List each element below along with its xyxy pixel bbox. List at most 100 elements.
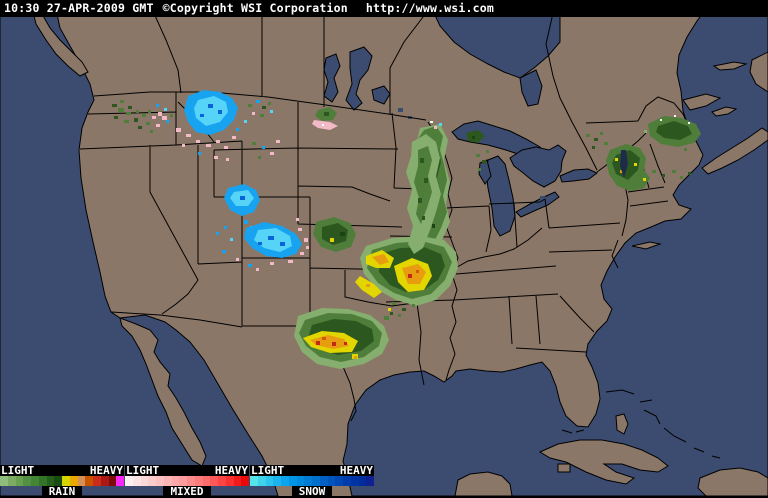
legend-color-segment (171, 476, 180, 486)
pacific-ocean (0, 0, 279, 496)
legend-light-label: LIGHT (1, 464, 35, 477)
newfoundland (749, 51, 768, 93)
lake-ontario (559, 168, 598, 183)
legend-heavy-label: HEAVY (339, 464, 373, 477)
legend-color-segment (312, 476, 320, 486)
legend-color-segment (250, 476, 258, 486)
legend-color-segment (187, 476, 195, 486)
legend-color-segment (304, 476, 312, 486)
bahamas-chains (605, 389, 721, 459)
legend-color-segment (343, 476, 351, 486)
legend-color-segment (31, 476, 39, 486)
lake-erie (515, 191, 560, 218)
legend-color-segment (225, 476, 234, 486)
lake-michigan (485, 155, 516, 237)
legend-color-segment (77, 476, 86, 486)
legend-name-row: MIXED (125, 486, 249, 497)
legend-light-label: LIGHT (251, 464, 285, 477)
legend-group-snow: LIGHT HEAVY SNOW (250, 465, 374, 497)
legend-color-segment (100, 476, 109, 486)
legend-color-segment (125, 476, 133, 486)
radar-pacific-northwest: Pacific Northwest (Washington/Idaho) — l… (112, 100, 173, 133)
lake-champlain (620, 150, 628, 178)
legend-color-segment (163, 476, 172, 486)
legend-color-segment (366, 476, 374, 486)
intensity-legend: LIGHT HEAVY RAIN LIGHT HEAVY MIXED LIGHT HEAVY S… (0, 465, 375, 497)
legend-color-segment (335, 476, 343, 486)
maritime-land (631, 51, 768, 250)
legend-color-segment (350, 476, 359, 486)
legend-color-segment (69, 476, 78, 486)
cuba (538, 439, 669, 485)
legend-color-segment (281, 476, 289, 486)
legend-color-segment (358, 476, 367, 486)
caribbean-land (454, 389, 768, 496)
lake-st-clair (540, 196, 545, 200)
legend-color-segment (327, 476, 336, 486)
legend-color-segment (156, 476, 164, 486)
radar-montana-snow: Western Montana Rockies — snow with mixe… (176, 90, 280, 161)
nova-scotia (701, 127, 768, 175)
legend-color-segment (319, 476, 328, 486)
legend-color-segment (194, 476, 203, 486)
header-bar: 10:30 27-APR-2009 GMT ©Copyright WSI Corp… (0, 0, 768, 17)
legend-color-segment (288, 476, 297, 486)
radar-wisconsin-band: Wisconsin / Upper Michigan — light rain … (406, 121, 489, 254)
radar-maine-rain: Maine / New Brunswick — light rain (644, 115, 701, 179)
legend-color-segment (265, 476, 274, 486)
legend-color-segment (148, 476, 156, 486)
legend-range-labels: LIGHT HEAVY (250, 465, 374, 476)
lake-huron (509, 144, 567, 188)
legend-colorbar-mixed (125, 476, 249, 486)
yucatan (454, 471, 513, 496)
legend-colorbar-rain (0, 476, 124, 486)
legend-color-segment (62, 476, 70, 486)
header-datetime: 10:30 27-APR-2009 GMT (4, 1, 154, 15)
legend-color-segment (218, 476, 226, 486)
header-copyright: ©Copyright WSI Corporation (162, 1, 348, 15)
baja-california (119, 317, 207, 467)
legend-color-segment (23, 476, 31, 486)
legend-color-segment (140, 476, 149, 486)
legend-name-row: RAIN (0, 486, 124, 497)
legend-group-rain: LIGHT HEAVY RAIN (0, 465, 124, 497)
long-island (631, 241, 662, 250)
legend-name-row: SNOW (250, 486, 374, 497)
legend-color-segment (46, 476, 55, 486)
legend-color-segment (15, 476, 24, 486)
legend-colorbar-snow (250, 476, 374, 486)
legend-color-segment (0, 476, 8, 486)
legend-color-segment (93, 476, 101, 486)
legend-name-snow: SNOW (291, 486, 333, 497)
isle-of-youth (557, 463, 571, 473)
legend-range-labels: LIGHT HEAVY (125, 465, 249, 476)
legend-name-mixed: MIXED (163, 486, 211, 497)
legend-color-segment (241, 476, 249, 486)
legend-color-segment (233, 476, 242, 486)
legend-name-rain: RAIN (41, 486, 83, 497)
legend-color-segment (202, 476, 211, 486)
radar-north-dakota-specks: North Dakota border — rain / mixed speck… (312, 107, 338, 130)
legend-color-segment (132, 476, 141, 486)
legend-range-labels: LIGHT HEAVY (0, 465, 124, 476)
radar-colorado-snow: Wyoming / Colorado Rockies — snow with m… (216, 184, 309, 271)
legend-color-segment (85, 476, 93, 486)
legend-light-label: LIGHT (126, 464, 160, 477)
hispaniola (697, 467, 768, 496)
atlantic-gulf-ocean (342, 0, 768, 496)
legend-color-segment (273, 476, 281, 486)
legend-color-segment (296, 476, 305, 486)
prince-edward-island (711, 106, 738, 117)
legend-heavy-label: HEAVY (89, 464, 123, 477)
andros-island (615, 413, 629, 435)
legend-color-segment (210, 476, 218, 486)
james-bay (519, 69, 543, 107)
legend-group-mixed: LIGHT HEAVY MIXED (125, 465, 249, 497)
hudson-bay (427, 0, 561, 79)
gaspe-peninsula (682, 93, 722, 111)
header-url: http://www.wsi.com (365, 1, 495, 15)
legend-color-segment (116, 476, 124, 486)
legend-color-segment (257, 476, 266, 486)
